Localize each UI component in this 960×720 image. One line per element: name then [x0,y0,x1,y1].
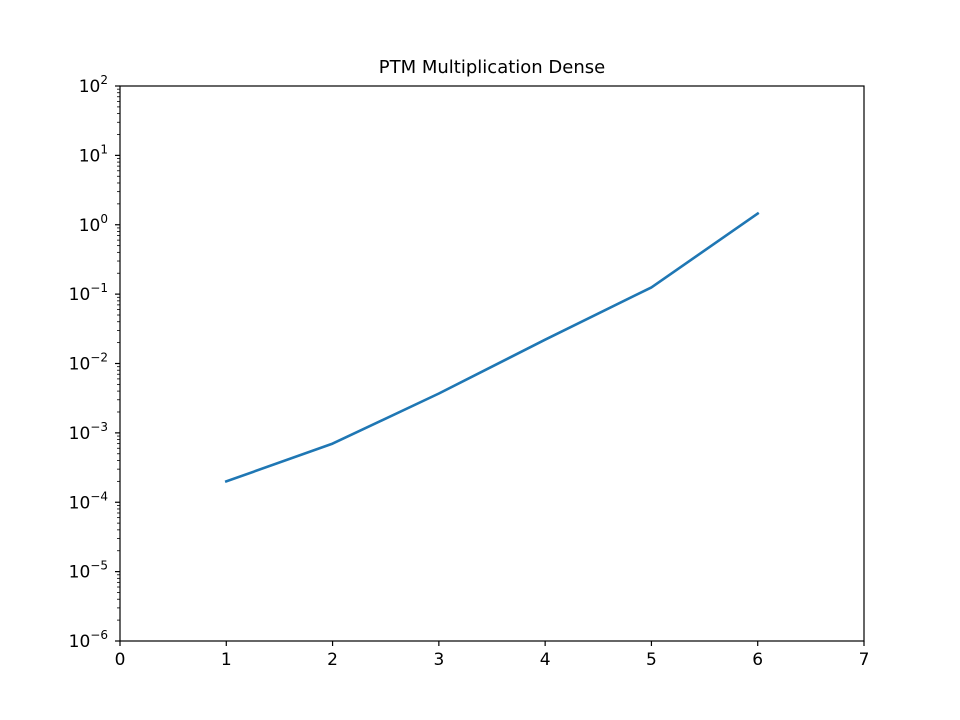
series-layer [224,211,760,484]
x-tick-label: 6 [752,650,763,670]
y-tick-label: 10−3 [69,420,108,444]
axis-ticks: 0 1 2 3 4 5 6 7 10−6 10−5 10−4 10−3 10−2 10−1 100 101 10… [69,73,870,670]
y-tick-label: 102 [79,73,108,97]
x-tick-label: 3 [433,650,444,670]
x-tick-label: 5 [646,650,657,670]
x-tick-label: 1 [221,650,232,670]
chart-title: PTM Multiplication Dense [379,57,605,78]
x-tick-label: 0 [115,650,126,670]
y-tick-label: 10−1 [69,281,108,305]
x-tick-label: 7 [859,650,870,670]
x-tick-label: 2 [327,650,338,670]
y-tick-label: 10−4 [69,489,108,513]
y-tick-label: 10−2 [69,351,108,375]
y-tick-label: 10−6 [69,628,108,652]
x-tick-label: 4 [540,650,551,670]
y-tick-label: 101 [79,142,108,166]
series-line [224,211,760,484]
y-tick-label: 10−5 [69,559,108,583]
plot-frame [119,85,865,642]
y-tick-label: 100 [79,212,108,236]
